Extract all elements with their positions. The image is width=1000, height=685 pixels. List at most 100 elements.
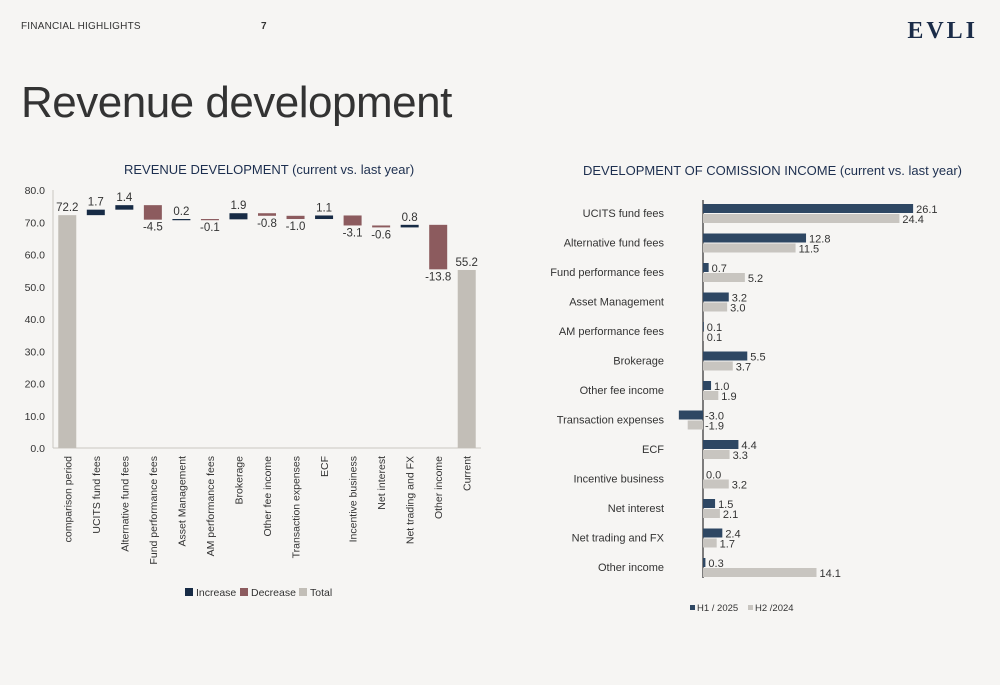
commission-bar — [678, 410, 703, 420]
y-tick-label: 10.0 — [25, 411, 46, 423]
legend-label: Decrease — [251, 587, 296, 599]
commission-data-label: 4.4 — [741, 440, 756, 452]
commission-bar — [703, 381, 712, 390]
commission-data-label: 1.0 — [714, 381, 729, 393]
commission-data-label: -1.9 — [705, 421, 724, 433]
category-tick-label: Net interest — [376, 456, 388, 510]
commission-bar — [703, 568, 817, 577]
category-tick-label: Brokerage — [233, 456, 245, 505]
commission-data-label: 0.1 — [707, 332, 722, 344]
category-tick-label: Fund performance fees — [148, 456, 160, 565]
commission-bar — [687, 420, 703, 430]
commission-bar — [703, 351, 748, 361]
waterfall-data-label: 1.1 — [316, 202, 332, 214]
commission-bar — [703, 391, 719, 400]
commission-data-label: 2.4 — [725, 529, 740, 541]
waterfall-data-label: -3.1 — [343, 227, 363, 239]
commission-bar — [703, 450, 730, 459]
commission-bar — [703, 361, 733, 371]
y-tick-label: 60.0 — [25, 250, 46, 262]
waterfall-bar — [115, 205, 134, 210]
y-tick-label: 30.0 — [25, 346, 46, 358]
commission-data-label: 14.1 — [820, 568, 841, 580]
commission-data-label: -3.0 — [705, 411, 724, 423]
commission-bar — [703, 214, 900, 223]
waterfall-data-label: -4.5 — [143, 222, 163, 234]
category-label: Other fee income — [580, 385, 664, 397]
commission-data-label: 3.0 — [730, 303, 745, 315]
waterfall-bar — [143, 205, 162, 220]
commission-bar — [703, 243, 796, 253]
category-tick-label: Transaction expenses — [291, 456, 303, 558]
waterfall-data-label: 0.8 — [402, 212, 418, 224]
evli-logo: EVLI — [907, 18, 978, 44]
waterfall-chart-title: REVENUE DEVELOPMENT (current vs. last ye… — [124, 162, 415, 177]
legend-swatch — [240, 588, 248, 596]
category-label: Alternative fund fees — [564, 238, 665, 250]
commission-data-label: 1.7 — [720, 539, 735, 551]
page-title: Revenue development — [21, 78, 452, 127]
waterfall-data-label: 1.4 — [116, 192, 133, 204]
commission-bar — [703, 509, 720, 518]
category-label: AM performance fees — [559, 326, 665, 338]
commission-bar — [703, 558, 706, 567]
waterfall-data-label: -0.8 — [257, 218, 277, 230]
category-label: Net trading and FX — [572, 533, 665, 545]
category-label: Asset Management — [569, 297, 664, 309]
category-label: Transaction expenses — [557, 415, 665, 427]
commission-data-label: 5.2 — [748, 273, 763, 285]
commission-data-label: 24.4 — [902, 214, 923, 226]
commission-bar — [703, 528, 723, 538]
commission-data-label: 2.1 — [723, 509, 738, 521]
waterfall-data-label: 1.7 — [88, 197, 104, 209]
waterfall-bar — [429, 224, 448, 270]
commission-bar — [703, 302, 728, 312]
commission-bar — [703, 204, 914, 213]
waterfall-bar — [229, 213, 248, 220]
waterfall-bar — [400, 224, 419, 228]
commission-bar — [703, 233, 807, 243]
commission-bar — [703, 263, 709, 272]
waterfall-bar — [315, 215, 334, 220]
section-label: FINANCIAL HIGHLIGHTS — [21, 21, 141, 32]
commission-chart-title: DEVELOPMENT OF COMISSION INCOME (current… — [583, 163, 962, 178]
category-label: Brokerage — [613, 356, 664, 368]
category-tick-label: Other income — [433, 456, 445, 519]
waterfall-data-label: -1.0 — [286, 221, 306, 233]
y-tick-label: 40.0 — [25, 314, 46, 326]
category-tick-label: Net trading and FX — [405, 456, 417, 544]
commission-data-label: 26.1 — [916, 204, 937, 216]
waterfall-data-label: -0.1 — [200, 222, 220, 234]
commission-bar — [703, 440, 739, 449]
legend-label: Total — [310, 587, 332, 599]
waterfall-bar — [58, 215, 77, 448]
waterfall-bar — [457, 269, 476, 448]
category-tick-label: AM performance fees — [205, 456, 217, 556]
commission-data-label: 0.7 — [712, 263, 727, 275]
category-label: Incentive business — [574, 474, 665, 486]
category-tick-label: ECF — [319, 456, 331, 477]
commission-data-label: 5.5 — [750, 352, 765, 364]
commission-bar — [703, 499, 716, 508]
waterfall-data-label: 0.2 — [173, 206, 189, 218]
waterfall-bar — [343, 215, 362, 226]
waterfall-data-label: 1.9 — [230, 200, 246, 212]
category-label: Fund performance fees — [550, 267, 664, 279]
category-label: UCITS fund fees — [583, 208, 665, 220]
page-number: 7 — [261, 21, 267, 32]
legend-swatch — [690, 605, 695, 610]
commission-bar — [703, 292, 729, 302]
commission-data-label: 3.2 — [732, 480, 747, 492]
commission-bar — [703, 322, 704, 331]
category-tick-label: Other fee income — [262, 456, 274, 537]
commission-data-label: 3.2 — [732, 293, 747, 305]
commission-bar — [703, 273, 745, 282]
legend-swatch — [299, 588, 307, 596]
commission-bar — [703, 479, 729, 489]
waterfall-bar — [258, 213, 276, 216]
waterfall-bar — [372, 225, 391, 228]
category-label: ECF — [642, 444, 664, 456]
category-label: Net interest — [608, 503, 664, 515]
